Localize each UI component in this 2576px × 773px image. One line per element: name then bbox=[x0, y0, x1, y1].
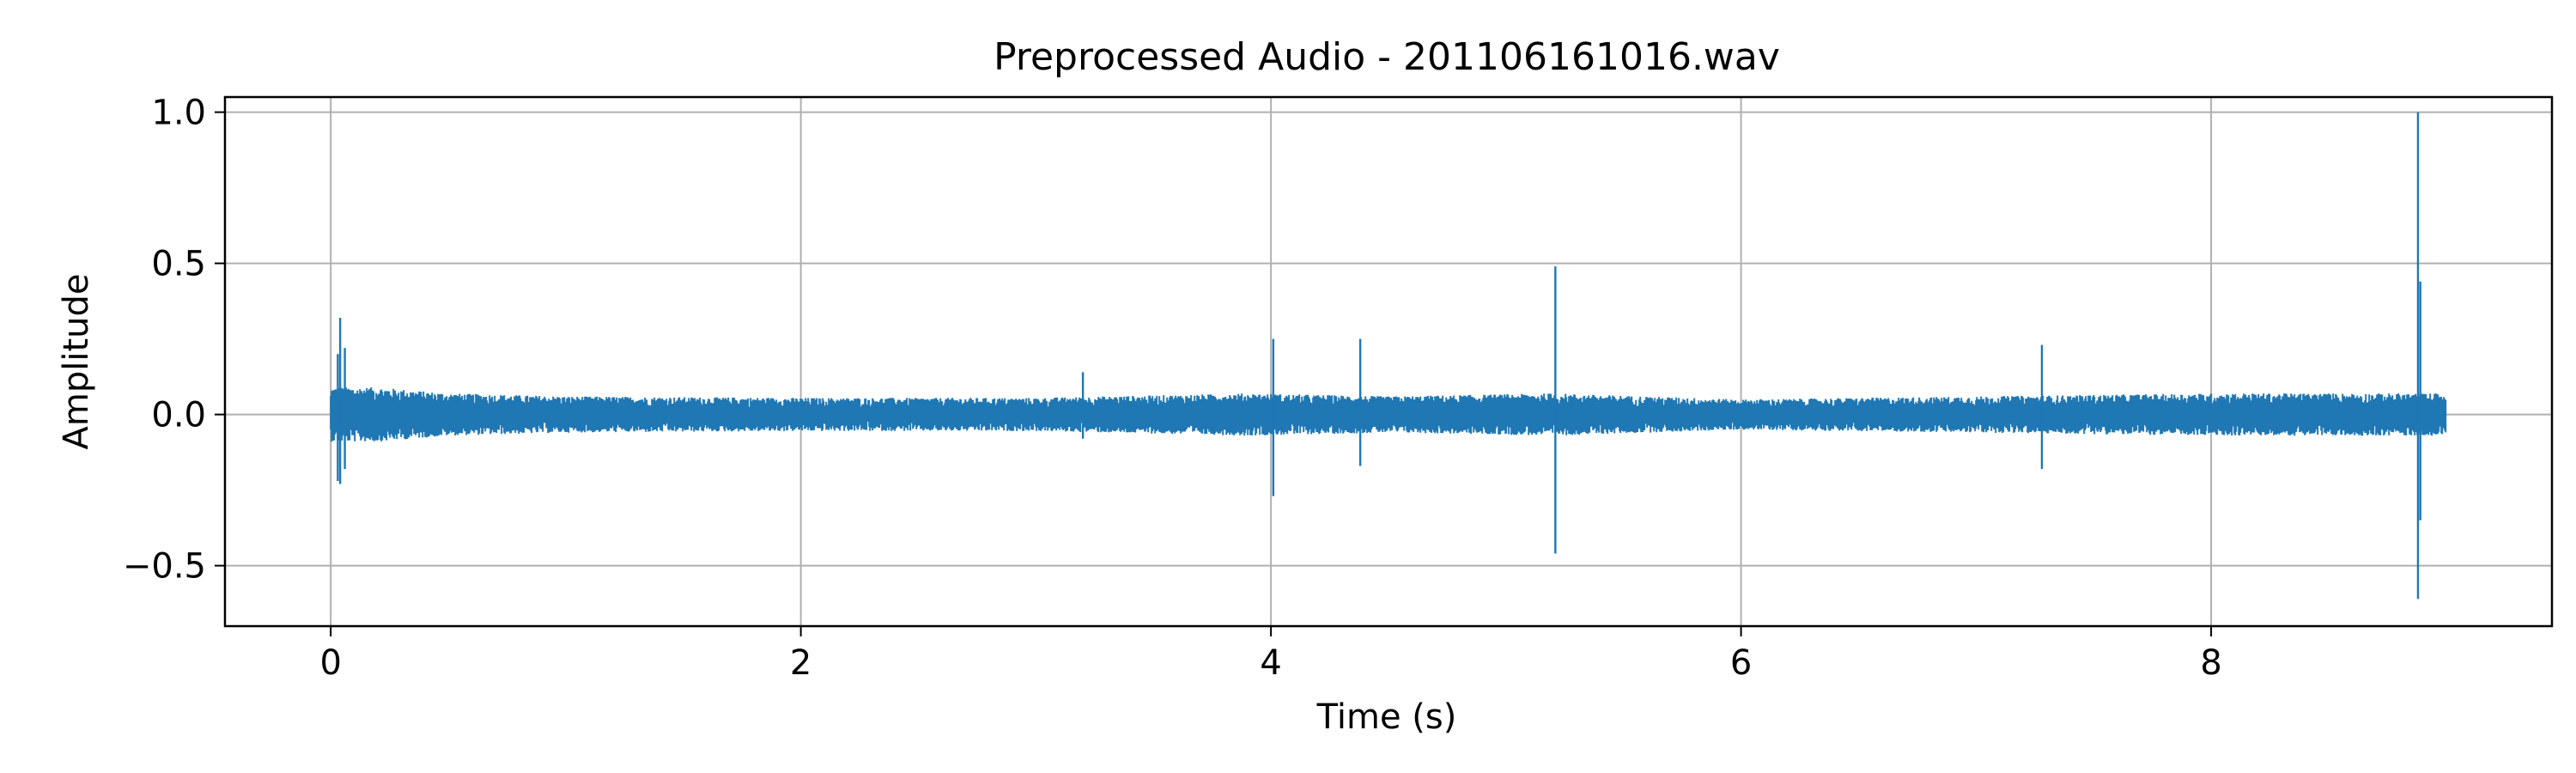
x-tick-label: 0 bbox=[319, 643, 341, 683]
x-tick-label: 8 bbox=[2200, 643, 2221, 683]
y-tick-label: 0.5 bbox=[151, 245, 206, 284]
chart-title: Preprocessed Audio - 201106161016.wav bbox=[993, 35, 1780, 79]
plot-frame bbox=[223, 95, 2554, 628]
waveform-trace bbox=[330, 387, 2447, 442]
y-axis-ticks: 1.0 0.5 0.0 −0.5 bbox=[123, 94, 225, 587]
grid-lines bbox=[225, 97, 2552, 626]
y-tick-label: 1.0 bbox=[151, 94, 206, 133]
x-tick-label: 6 bbox=[1730, 643, 1752, 683]
y-tick-label: −0.5 bbox=[123, 547, 206, 587]
x-tick-label: 2 bbox=[790, 643, 811, 683]
x-axis-label: Time (s) bbox=[1316, 697, 1457, 737]
x-axis-ticks: 0 2 4 6 8 bbox=[319, 626, 2222, 683]
y-axis-label: Amplitude bbox=[57, 274, 96, 450]
x-tick-label: 4 bbox=[1260, 643, 1281, 683]
waveform-series bbox=[330, 112, 2447, 600]
y-tick-label: 0.0 bbox=[151, 396, 206, 435]
